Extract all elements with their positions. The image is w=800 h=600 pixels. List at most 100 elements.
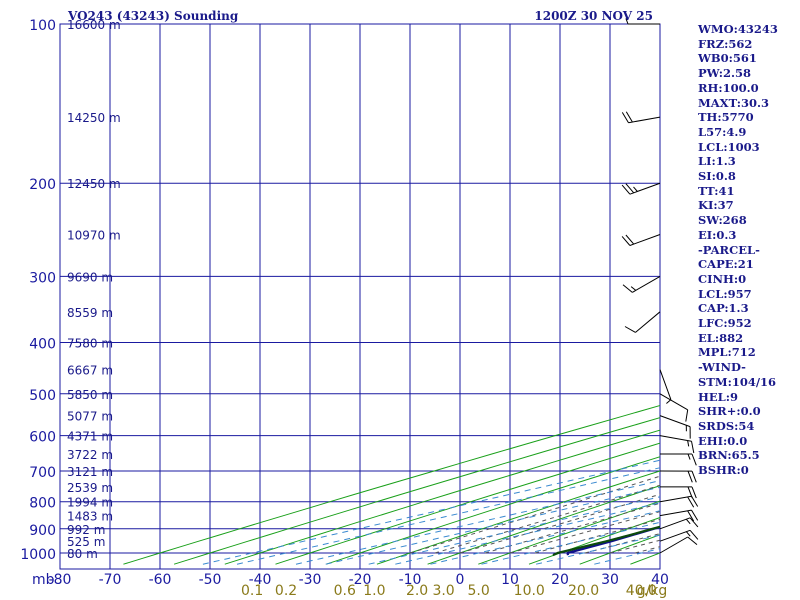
index-item: BRN:65.5 — [698, 448, 760, 463]
pressure-label: 500 — [29, 388, 56, 404]
pressure-label: 200 — [29, 177, 56, 193]
height-label: 5077 m — [67, 410, 113, 424]
height-label: 4371 m — [67, 430, 113, 444]
wind-barb-flag — [633, 186, 638, 192]
height-label: 3121 m — [67, 465, 113, 479]
index-item: MAXT:30.3 — [698, 95, 769, 110]
wind-barb-flag — [622, 284, 633, 293]
wind-barb — [624, 311, 661, 333]
wind-barb — [659, 453, 697, 466]
wind-barb-flag — [687, 510, 695, 522]
index-item: SRDS:54 — [698, 418, 755, 433]
wind-barb — [621, 182, 661, 195]
temperature-label: -70 — [99, 572, 122, 588]
height-label: 16600 m — [67, 18, 121, 32]
index-item: FRZ:562 — [698, 36, 753, 51]
wind-barb — [659, 470, 697, 483]
wind-barb-staff — [632, 275, 661, 293]
wind-barbs — [621, 18, 699, 554]
index-item: PW:2.58 — [698, 66, 752, 81]
height-label: 8559 m — [67, 306, 113, 320]
index-item: KI:37 — [698, 198, 734, 213]
wind-barb-flag — [621, 184, 631, 195]
wind-barb-flag — [624, 326, 636, 333]
wind-barb-flag — [687, 440, 690, 447]
index-item: -WIND- — [698, 360, 746, 375]
mixing-ratio-unit-label: g/kg — [637, 583, 668, 599]
wind-barb-flag — [625, 111, 633, 123]
index-item: WMO:43243 — [698, 22, 778, 36]
wind-barb-staff — [659, 517, 691, 530]
mixing-ratio-label: 40.0 — [626, 583, 657, 599]
wind-barb-staff — [628, 116, 661, 124]
wind-barb-flag — [625, 18, 629, 25]
index-item: LFC:952 — [698, 316, 752, 331]
wind-barb — [659, 369, 672, 404]
wind-barb-flag — [689, 529, 699, 540]
index-item: LI:1.3 — [698, 154, 736, 169]
index-item: RH:100.0 — [698, 80, 759, 95]
wind-barb-flag — [621, 112, 629, 123]
index-item: -PARCEL- — [698, 242, 760, 257]
height-label: 3722 m — [67, 448, 113, 462]
index-item: TT:41 — [698, 183, 735, 198]
index-item: WB0:561 — [698, 51, 757, 66]
index-item: EI:0.3 — [698, 227, 737, 242]
indices-panel: WMO:43243 FRZ:562 WB0:561 PW:2.58 RH:100.0 MA… — [698, 22, 798, 478]
wind-barb-flag — [685, 518, 691, 525]
wind-barb-flag — [687, 496, 695, 508]
index-item: MPL:712 — [698, 345, 756, 360]
dry-adiabat-line — [427, 485, 660, 565]
wind-barb-flag — [685, 409, 689, 422]
index-item: EL:882 — [698, 330, 744, 345]
pressure-label: 400 — [29, 336, 56, 352]
mixing-ratio-label: 0.2 — [275, 583, 297, 599]
height-label: 6667 m — [67, 364, 113, 378]
mixing-ratio-label: 0.6 — [334, 583, 356, 599]
temperature-label: -30 — [299, 572, 322, 588]
height-label: 1483 m — [67, 510, 113, 524]
wind-barb — [659, 529, 699, 542]
wind-barb-flag — [687, 536, 698, 545]
height-label: 7580 m — [67, 336, 113, 350]
temperature-label: 30 — [601, 572, 619, 588]
wind-barb-staff — [659, 369, 672, 400]
dry-adiabat-line — [326, 456, 660, 565]
mixing-ratio-label: 1.0 — [363, 583, 385, 599]
index-item: LCL:1003 — [698, 139, 760, 154]
wind-barb — [622, 275, 661, 293]
mixing-ratio-line — [481, 521, 660, 565]
pressure-unit-label: mb — [32, 572, 55, 588]
index-item: BSHR:0 — [698, 463, 749, 478]
pressure-label: 600 — [29, 430, 56, 446]
mixing-ratio-label: 3.0 — [432, 583, 454, 599]
wind-barb-staff — [659, 393, 688, 411]
mixing-ratio-line — [430, 510, 660, 565]
temperature-label: -10 — [399, 572, 422, 588]
wind-barb-flag — [621, 236, 631, 246]
wind-barb-flag — [689, 517, 699, 528]
height-label: 80 m — [67, 547, 98, 561]
wind-barb-flag — [625, 183, 635, 194]
profiles — [552, 525, 660, 557]
height-label: 525 m — [67, 535, 105, 549]
height-label: 2539 m — [67, 481, 113, 495]
temperature-label: 40 — [651, 572, 669, 588]
wind-barb-flag — [687, 470, 693, 483]
temperature-label: -60 — [149, 572, 172, 588]
height-label: 10970 m — [67, 229, 121, 243]
wind-barb-flag — [625, 234, 635, 245]
wind-barb-flag — [630, 286, 637, 291]
wind-barb — [659, 393, 689, 422]
pressure-label: 700 — [29, 465, 56, 481]
pressure-label: 900 — [29, 523, 56, 539]
index-item: CAPE:21 — [698, 257, 754, 272]
index-item: EHI:0.0 — [698, 433, 748, 448]
index-item: L57:4.9 — [698, 124, 747, 139]
plot-area — [123, 404, 660, 565]
wind-barb — [621, 111, 661, 124]
moist-adiabats — [409, 475, 660, 554]
